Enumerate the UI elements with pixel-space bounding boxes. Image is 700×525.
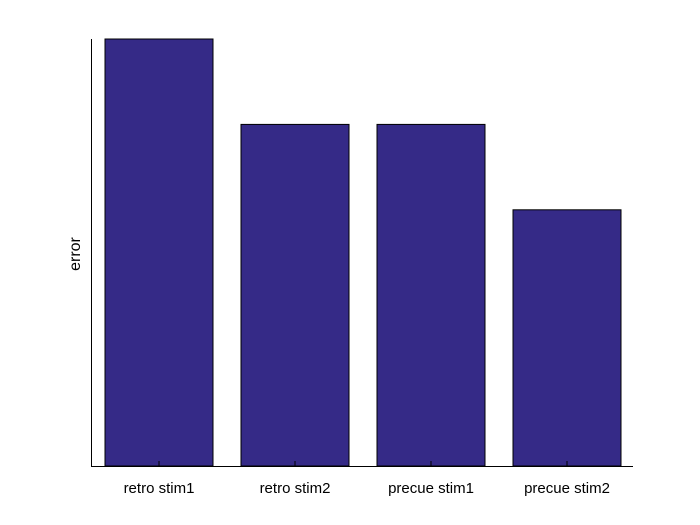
x-tick-label: precue stim2 bbox=[524, 480, 610, 497]
bar-precue-stim2 bbox=[512, 209, 622, 467]
x-tick-label: precue stim1 bbox=[388, 480, 474, 497]
x-tick-label: retro stim1 bbox=[124, 480, 195, 497]
x-tick-label-layer: retro stim1 retro stim2 precue stim1 precue… bbox=[124, 480, 610, 497]
x-tick-label: retro stim2 bbox=[260, 480, 331, 497]
bar-precue-stim1 bbox=[376, 123, 486, 467]
bar-retro-stim1 bbox=[104, 38, 214, 467]
y-axis-label: error bbox=[67, 236, 84, 270]
x-tick-layer bbox=[158, 461, 568, 466]
bar-retro-stim2 bbox=[240, 123, 350, 467]
bars-layer bbox=[104, 38, 622, 467]
